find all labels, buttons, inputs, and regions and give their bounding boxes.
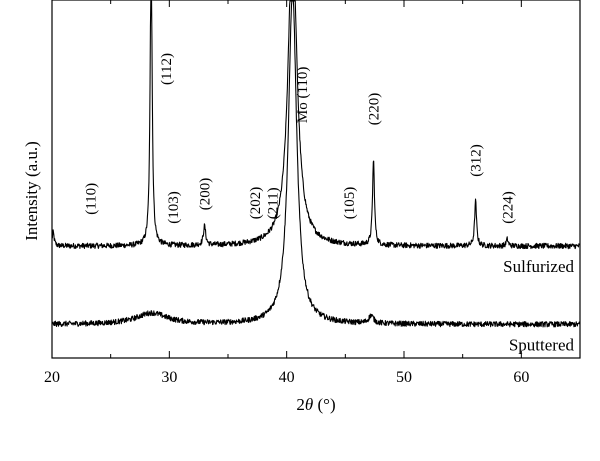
peak-label: (202) bbox=[248, 187, 264, 220]
x-tick-label: 30 bbox=[161, 369, 177, 386]
peak-label: (105) bbox=[342, 187, 358, 220]
x-tick-label: 20 bbox=[44, 369, 60, 386]
series-label-sputtered: Sputtered bbox=[509, 335, 575, 354]
peak-label: (312) bbox=[469, 144, 485, 177]
x-axis-title: 2θ (°) bbox=[296, 395, 335, 414]
plot-frame bbox=[51, 0, 581, 359]
peak-label: (103) bbox=[166, 191, 182, 224]
peak-label: (112) bbox=[159, 53, 175, 85]
peak-label: (220) bbox=[367, 93, 383, 126]
y-axis-title: Intensity (a.u.) bbox=[22, 141, 41, 241]
series-label-sulfurized: Sulfurized bbox=[503, 257, 574, 276]
peak-label: (110) bbox=[84, 183, 100, 215]
series-line-sputtered bbox=[51, 0, 581, 328]
peak-label: (211) bbox=[266, 187, 282, 219]
x-tick-label: 60 bbox=[513, 369, 529, 386]
x-tick-label: 50 bbox=[396, 369, 412, 386]
x-tick-label: 40 bbox=[279, 369, 295, 386]
peak-label: (200) bbox=[198, 178, 214, 211]
peak-label: (224) bbox=[500, 191, 516, 224]
series-line-sulfurized bbox=[51, 0, 581, 250]
peak-label: Mo (110) bbox=[295, 67, 311, 124]
